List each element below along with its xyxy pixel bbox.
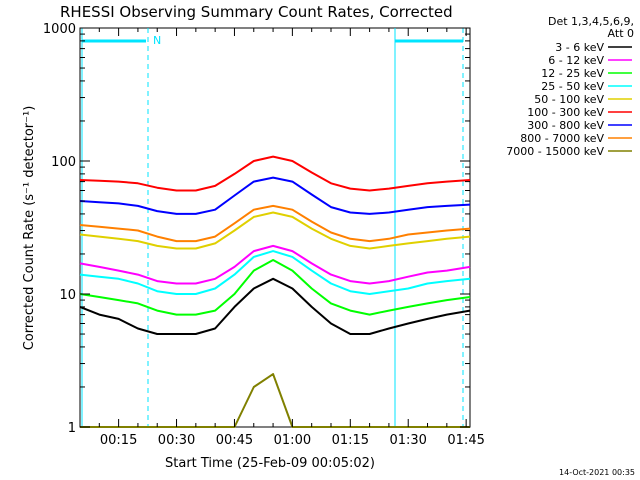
y-tick-label: 10 [59, 288, 76, 303]
x-tick-label: 00:15 [100, 433, 137, 448]
y-axis-ticks: 1 10 100 1000 [43, 22, 470, 436]
legend-entry-label: 7000 - 15000 keV [506, 145, 604, 158]
x-tick-label: 01:30 [389, 433, 426, 448]
series-line-3 [79, 250, 471, 295]
legend-entry-label: 800 - 7000 keV [520, 132, 604, 145]
legend-header: Det 1,3,4,5,6,9, [548, 15, 634, 28]
series-line-1 [79, 244, 471, 285]
y-tick-label: 1000 [43, 22, 76, 37]
y-axis-label: Corrected Count Rate (s⁻¹ detector⁻¹) [22, 106, 37, 351]
timestamp: 14-Oct-2021 00:35 [559, 468, 635, 477]
legend-entry-label: 6 - 12 keV [548, 54, 604, 67]
series-line-5 [79, 155, 471, 192]
series-line-2 [79, 259, 471, 316]
x-axis-ticks: 00:15 00:30 00:45 01:00 01:15 01:30 01:45 [79, 28, 485, 448]
y-tick-label: 1 [68, 421, 76, 436]
legend-entry-label: 25 - 50 keV [541, 80, 604, 93]
night-marker-label: N [153, 34, 161, 47]
series-line-0 [79, 277, 471, 335]
legend-header: Att 0 [608, 27, 634, 40]
series-lines [79, 155, 471, 428]
x-tick-label: 01:15 [332, 433, 369, 448]
x-tick-label: 00:30 [158, 433, 195, 448]
series-line-4 [79, 211, 471, 250]
x-tick-label: 00:45 [216, 433, 253, 448]
legend-entry-label: 3 - 6 keV [555, 41, 604, 54]
chart-title: RHESSI Observing Summary Count Rates, Co… [60, 3, 453, 21]
legend-entry-label: 300 - 800 keV [527, 119, 604, 132]
series-line-6 [79, 176, 471, 215]
night-markers: N [81, 28, 464, 427]
series-line-8 [80, 373, 470, 428]
series-line-7 [79, 204, 471, 243]
y-tick-label: 100 [51, 155, 76, 170]
legend-entry-label: 12 - 25 keV [541, 67, 604, 80]
legend-entry-label: 100 - 300 keV [527, 106, 604, 119]
x-axis-label: Start Time (25-Feb-09 00:05:02) [165, 456, 375, 471]
plot-area-frame [79, 27, 471, 428]
x-tick-label: 01:45 [447, 433, 484, 448]
x-tick-label: 01:00 [274, 433, 311, 448]
legend-entry-label: 50 - 100 keV [534, 93, 604, 106]
